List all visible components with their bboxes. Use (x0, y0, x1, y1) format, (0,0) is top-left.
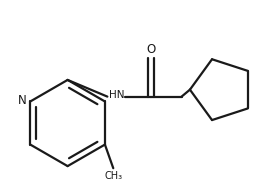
Text: N: N (17, 93, 26, 107)
Text: O: O (146, 43, 156, 56)
Text: HN: HN (109, 90, 124, 100)
Text: CH₃: CH₃ (104, 171, 122, 181)
